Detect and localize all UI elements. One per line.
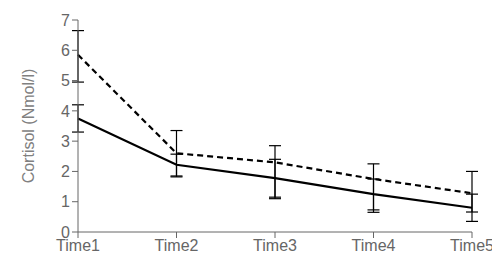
svg-text:7: 7 [61, 12, 70, 29]
svg-text:3: 3 [61, 133, 70, 150]
svg-text:Time3: Time3 [253, 237, 297, 254]
svg-text:Time2: Time2 [155, 237, 199, 254]
svg-text:Time4: Time4 [352, 237, 396, 254]
svg-text:1: 1 [61, 193, 70, 210]
svg-text:6: 6 [61, 42, 70, 59]
svg-text:Time1: Time1 [56, 237, 100, 255]
svg-text:0: 0 [61, 224, 70, 241]
svg-text:Cortisol (Nmol/l): Cortisol (Nmol/l) [20, 69, 37, 184]
svg-text:Time5: Time5 [450, 237, 492, 254]
svg-text:5: 5 [61, 72, 70, 89]
svg-text:2: 2 [61, 163, 70, 180]
svg-text:4: 4 [61, 103, 70, 120]
